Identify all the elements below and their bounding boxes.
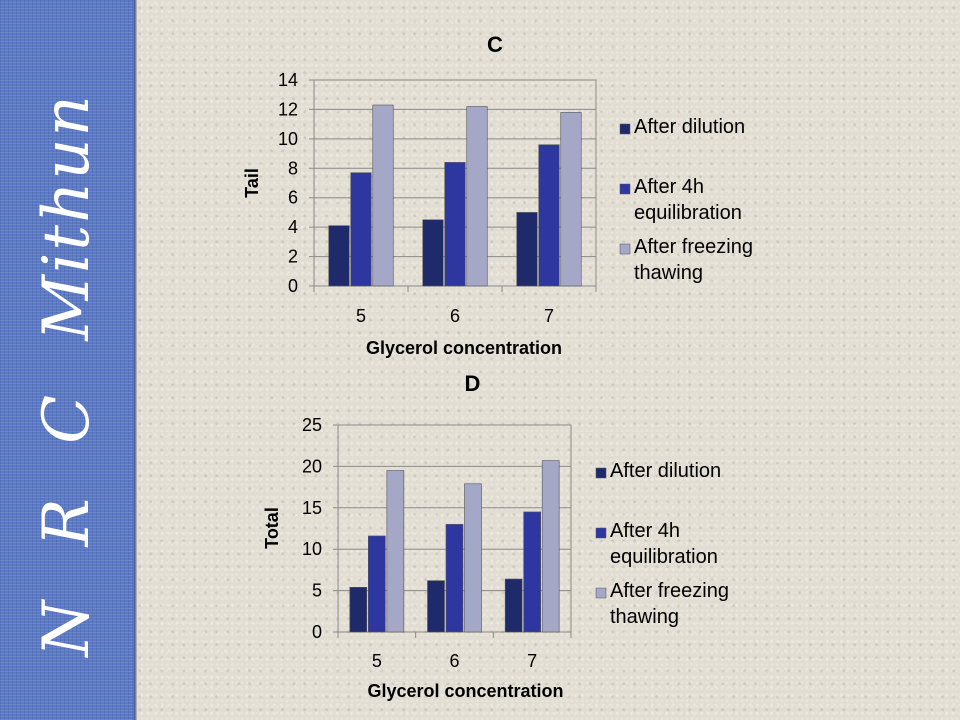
chart-title: D: [465, 371, 481, 396]
y-tick-label: 14: [278, 70, 298, 90]
y-tick-label: 2: [288, 247, 298, 267]
y-tick-label: 10: [302, 539, 322, 559]
y-tick-label: 0: [288, 276, 298, 296]
y-tick-label: 12: [278, 99, 298, 119]
bar: [523, 511, 541, 633]
y-tick-label: 5: [312, 581, 322, 601]
legend-label: After dilution: [634, 116, 745, 138]
bar: [445, 524, 464, 633]
chart-title: C: [487, 32, 503, 57]
y-tick-label: 25: [302, 415, 322, 435]
bar: [466, 106, 488, 287]
bar: [422, 219, 444, 287]
x-tick-label: 6: [450, 306, 460, 326]
y-axis-label: Total: [262, 507, 282, 549]
legend-swatch: [619, 123, 631, 135]
y-tick-label: 20: [302, 456, 322, 476]
x-tick-label: 6: [449, 651, 459, 671]
bar: [386, 470, 405, 633]
legend-label: After 4h equilibration: [610, 520, 718, 568]
bar: [368, 535, 386, 633]
y-tick-label: 0: [312, 622, 322, 642]
bar: [504, 578, 523, 633]
bar: [541, 460, 560, 633]
legend-swatch: [595, 527, 607, 539]
bar: [538, 144, 560, 287]
x-tick-label: 7: [544, 306, 554, 326]
x-axis-label: Glycerol concentration: [366, 338, 562, 358]
bar: [349, 586, 368, 633]
legend-swatch: [595, 587, 607, 599]
bar: [516, 212, 538, 287]
bar: [350, 172, 372, 287]
bar: [328, 225, 350, 287]
chart-D: 0 5 10 15 20 25 5 6 7 D Glycerol concentration Tota…: [262, 371, 729, 701]
legend-label: After 4h equilibration: [634, 176, 742, 224]
sidebar: N R C Mithun: [0, 0, 137, 720]
y-tick-label: 4: [288, 217, 298, 237]
bar: [560, 112, 582, 287]
legend-swatch: [619, 243, 631, 255]
y-axis-label: Tail: [242, 168, 262, 198]
y-tick-label: 15: [302, 498, 322, 518]
legend-label: After dilution: [610, 460, 721, 482]
bar: [444, 162, 466, 287]
y-tick-label: 8: [288, 158, 298, 178]
x-tick-label: 5: [372, 651, 382, 671]
legend-swatch: [595, 467, 607, 479]
legend-label: After freezing thawing: [610, 580, 729, 628]
y-tick-label: 6: [288, 188, 298, 208]
x-tick-label: 7: [527, 651, 537, 671]
legend-label: After freezing thawing: [634, 236, 753, 284]
x-axis-label: Glycerol concentration: [367, 681, 563, 701]
legend-swatch: [619, 183, 631, 195]
bar: [464, 483, 482, 633]
x-tick-label: 5: [356, 306, 366, 326]
chart-C: 0 2 4 6 8 10 12 14 5 6 7 C Glycerol concentration Tai…: [242, 32, 753, 358]
bar: [372, 104, 394, 287]
bar: [427, 580, 445, 633]
y-tick-label: 10: [278, 129, 298, 149]
